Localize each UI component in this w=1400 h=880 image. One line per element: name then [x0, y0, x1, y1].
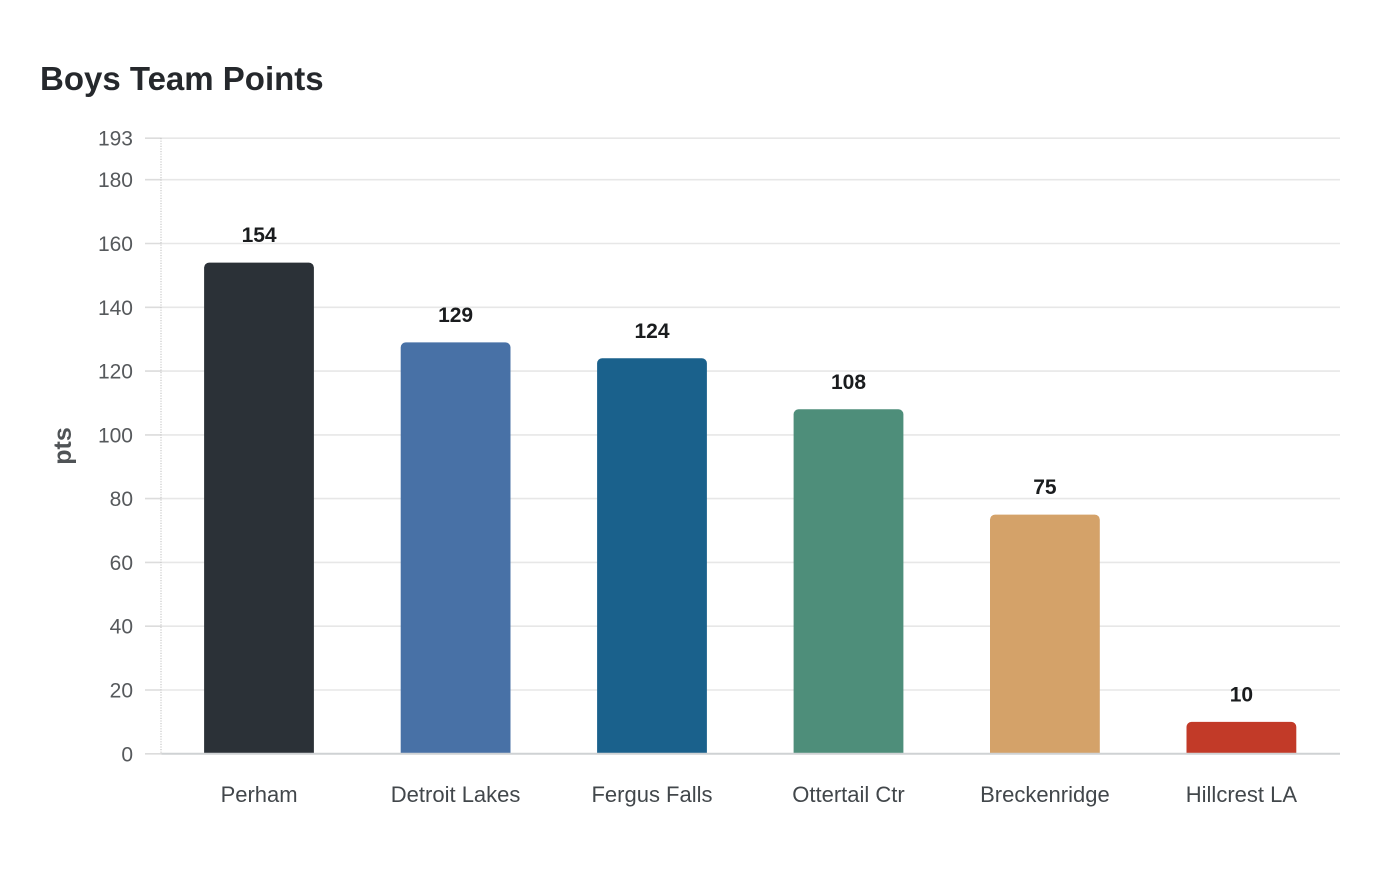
svg-text:20: 20	[110, 680, 133, 703]
svg-text:120: 120	[98, 361, 133, 384]
svg-text:160: 160	[98, 233, 133, 256]
svg-text:Breckenridge: Breckenridge	[980, 782, 1110, 807]
svg-text:10: 10	[1230, 683, 1253, 706]
svg-text:108: 108	[831, 371, 866, 394]
svg-text:75: 75	[1033, 476, 1057, 499]
svg-text:Hillcrest LA: Hillcrest LA	[1186, 782, 1298, 807]
svg-text:60: 60	[110, 552, 133, 575]
svg-text:40: 40	[110, 616, 133, 639]
svg-text:Ottertail Ctr: Ottertail Ctr	[792, 782, 904, 807]
svg-text:0: 0	[121, 743, 133, 766]
svg-text:124: 124	[634, 320, 669, 343]
svg-text:pts: pts	[49, 427, 77, 465]
svg-text:154: 154	[242, 224, 277, 247]
svg-text:180: 180	[98, 169, 133, 192]
svg-text:193: 193	[98, 128, 133, 151]
svg-text:140: 140	[98, 297, 133, 320]
svg-text:Fergus Falls: Fergus Falls	[591, 782, 712, 807]
svg-text:Perham: Perham	[221, 782, 298, 807]
svg-text:80: 80	[110, 488, 133, 511]
svg-text:Detroit Lakes: Detroit Lakes	[391, 782, 521, 807]
svg-text:Boys Team Points: Boys Team Points	[40, 60, 324, 97]
svg-text:100: 100	[98, 424, 133, 447]
svg-text:129: 129	[438, 304, 473, 327]
